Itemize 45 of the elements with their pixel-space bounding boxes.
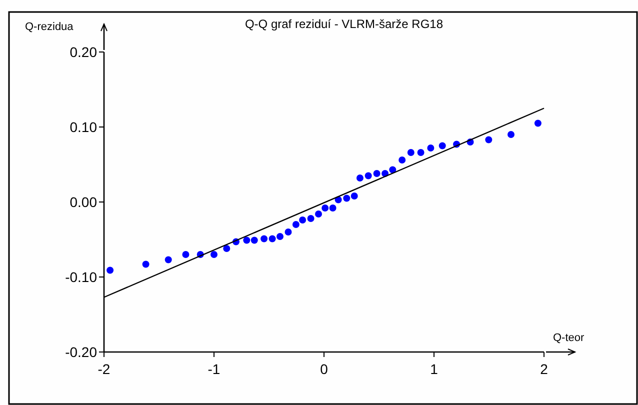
point [142, 260, 150, 268]
point [292, 221, 300, 228]
point [508, 131, 514, 138]
x-tick-label: 1 [430, 361, 438, 377]
point [307, 215, 314, 222]
point [106, 266, 114, 274]
point [534, 120, 542, 127]
y-tick-label: -0.10 [65, 268, 98, 285]
point [223, 245, 230, 252]
point [164, 256, 172, 264]
point [373, 170, 380, 177]
x-tick-label: -1 [208, 361, 220, 377]
y-tick-label: 0.10 [70, 118, 98, 135]
point [268, 235, 276, 242]
y-axis-title: Q-rezidua [25, 21, 74, 33]
point [243, 236, 250, 244]
point [398, 156, 406, 164]
point [182, 251, 190, 258]
chart-title: Q-Q graf reziduí - VLRM-šarže RG18 [244, 17, 444, 31]
y-tick-label: -0.20 [65, 344, 98, 360]
point [299, 216, 306, 224]
point [417, 149, 424, 156]
point [389, 166, 396, 174]
x-tick-label: 2 [540, 361, 548, 377]
x-axis-title: Q-teor [553, 332, 585, 344]
point [485, 136, 492, 144]
point [329, 204, 336, 212]
point [315, 210, 322, 218]
point [356, 174, 364, 182]
y-tick-label: 0.20 [70, 44, 98, 60]
point [284, 228, 292, 236]
point [260, 235, 268, 242]
point [250, 236, 258, 244]
point [322, 204, 329, 212]
point [343, 194, 350, 202]
x-tick-label: -2 [98, 361, 110, 377]
y-tick-label: 0.00 [70, 194, 98, 210]
point [210, 251, 218, 258]
x-tick-label: 0 [320, 361, 328, 377]
point [276, 233, 284, 240]
point [350, 192, 358, 200]
point [438, 142, 446, 150]
point [427, 144, 434, 152]
point [364, 172, 372, 180]
point [407, 149, 414, 156]
